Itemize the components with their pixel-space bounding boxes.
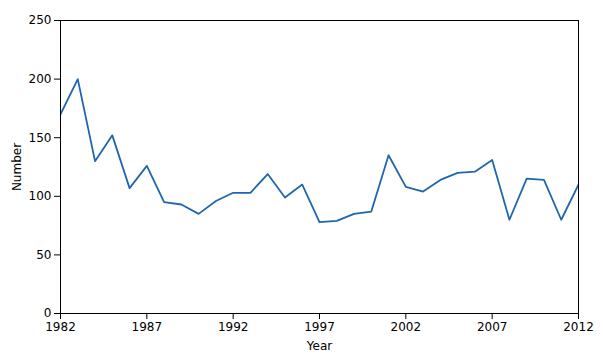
svg-text:150: 150 bbox=[29, 131, 52, 145]
svg-text:Number: Number bbox=[10, 143, 24, 191]
svg-text:1982: 1982 bbox=[45, 320, 76, 334]
svg-text:0: 0 bbox=[44, 306, 52, 320]
svg-text:100: 100 bbox=[29, 189, 52, 203]
svg-text:Year: Year bbox=[306, 339, 332, 353]
svg-text:1992: 1992 bbox=[218, 320, 249, 334]
svg-text:50: 50 bbox=[36, 248, 51, 262]
svg-text:200: 200 bbox=[29, 72, 52, 86]
svg-text:250: 250 bbox=[29, 13, 52, 27]
svg-text:2002: 2002 bbox=[391, 320, 422, 334]
svg-text:2012: 2012 bbox=[563, 320, 594, 334]
svg-text:1997: 1997 bbox=[304, 320, 335, 334]
svg-text:2007: 2007 bbox=[477, 320, 508, 334]
svg-text:1987: 1987 bbox=[132, 320, 163, 334]
